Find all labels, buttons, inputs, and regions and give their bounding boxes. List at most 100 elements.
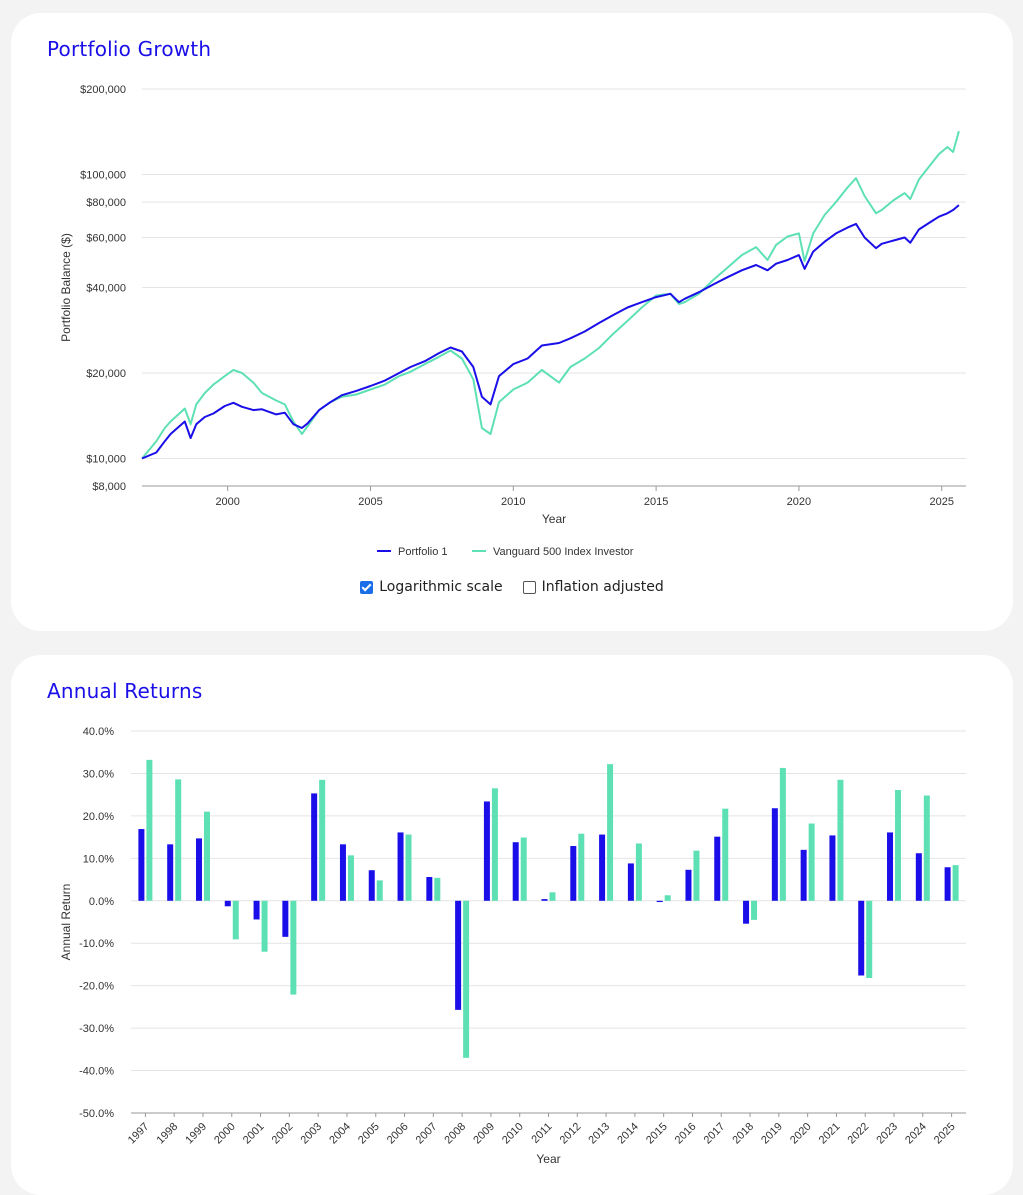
vanguard-500-bar	[866, 900, 873, 979]
vanguard-500-bar	[261, 900, 268, 952]
vanguard-500-bar	[923, 795, 930, 901]
portfolio-1-bar	[743, 900, 750, 924]
y-tick-label: $8,000	[92, 481, 126, 493]
vanguard-500-bar	[405, 834, 412, 901]
y-tick-label: 0.0%	[89, 896, 114, 908]
y-axis-label: Portfolio Balance ($)	[59, 233, 73, 342]
inflation-label: Inflation adjusted	[541, 579, 664, 595]
vanguard-500-bar	[837, 779, 844, 901]
legend-portfolio-1: Portfolio 1	[398, 546, 448, 558]
portfolio-1-bar	[253, 900, 260, 920]
y-tick-label: -50.0%	[79, 1108, 114, 1120]
y-tick-label: 40.0%	[83, 726, 114, 738]
x-tick-label: 2010	[501, 496, 525, 508]
vanguard-500-bar	[693, 850, 700, 901]
y-tick-label: -10.0%	[79, 938, 114, 950]
y-tick-label: -30.0%	[79, 1023, 114, 1035]
x-tick-label: 2020	[787, 496, 811, 508]
x-tick-label: 2018	[730, 1121, 756, 1147]
portfolio-1-bar	[858, 900, 865, 976]
x-tick-label: 2019	[759, 1121, 785, 1147]
inflation-checkbox[interactable]	[522, 580, 536, 594]
portfolio-1-bar	[944, 867, 951, 901]
portfolio-1-bar	[570, 846, 577, 901]
portfolio-1-bar	[656, 900, 663, 903]
vanguard-500-bar	[175, 779, 182, 901]
vanguard-500-bar	[290, 900, 297, 995]
vanguard-500-bar	[664, 895, 671, 901]
vanguard-500-bar	[578, 833, 585, 901]
x-tick-label: 2000	[212, 1121, 238, 1147]
log-scale-label: Logarithmic scale	[379, 579, 503, 595]
x-tick-label: 2012	[558, 1121, 584, 1147]
vanguard-500-bar	[751, 900, 758, 920]
x-tick-label: 2005	[356, 1121, 382, 1147]
x-tick-label: 2011	[529, 1121, 554, 1146]
y-tick-label: 10.0%	[83, 853, 114, 865]
x-tick-label: 2016	[673, 1121, 699, 1147]
y-tick-label: -40.0%	[79, 1066, 114, 1078]
x-tick-label: 2002	[270, 1121, 296, 1147]
portfolio-1-bar	[397, 832, 404, 901]
portfolio-1-bar	[829, 835, 836, 901]
log-scale-checkbox[interactable]	[360, 580, 374, 594]
x-tick-label: 2014	[615, 1121, 641, 1147]
x-tick-label: 2023	[874, 1121, 900, 1147]
portfolio-1-bar	[685, 869, 692, 901]
x-tick-label: 2025	[932, 1121, 958, 1147]
x-tick-label: 2024	[903, 1121, 929, 1147]
x-tick-label: 1997	[126, 1121, 152, 1147]
chart-options: Logarithmic scale Inflation adjusted	[11, 579, 1013, 595]
x-tick-label: 2006	[385, 1121, 411, 1147]
portfolio-1-bar	[915, 853, 922, 901]
x-tick-label: 2015	[644, 496, 668, 508]
portfolio-1-bar	[282, 900, 289, 937]
portfolio-1-bar	[483, 801, 490, 901]
portfolio-1-bar	[599, 834, 606, 901]
portfolio-1-bar	[512, 842, 519, 901]
x-tick-label: 2004	[327, 1121, 353, 1147]
x-tick-label: 1999	[183, 1121, 209, 1147]
portfolio-1-bar	[800, 849, 807, 901]
vanguard-500-bar	[607, 764, 614, 901]
vanguard-500-bar	[463, 900, 470, 1058]
annual-returns-chart: 40.0% 30.0% 20.0% 10.0% 0.0% -10.0% -20.0% -30.…	[59, 726, 966, 1166]
vanguard-500-bar	[319, 779, 326, 901]
portfolio-1-bar	[455, 900, 462, 1010]
y-tick-label: $10,000	[86, 453, 126, 465]
portfolio-1-bar	[138, 829, 145, 901]
x-tick-label: 2001	[241, 1121, 267, 1147]
x-tick-label: 2003	[298, 1121, 324, 1147]
portfolio-1-bar	[339, 844, 346, 901]
log-scale-toggle[interactable]: Logarithmic scale	[360, 579, 503, 595]
x-tick-label: 2010	[500, 1121, 526, 1147]
y-tick-label: $100,000	[80, 169, 126, 181]
portfolio-1-bar	[167, 844, 174, 901]
vanguard-500-bar	[952, 865, 959, 901]
vanguard-500-bar	[520, 837, 527, 901]
x-tick-label: 2020	[788, 1121, 814, 1147]
annual-returns-card: Annual Returns 40.0% 30.0% 20.0% 10.0% 0.0% -…	[11, 655, 1013, 1195]
portfolio-1-bar	[195, 838, 202, 901]
inflation-toggle[interactable]: Inflation adjusted	[522, 579, 664, 595]
y-tick-label: -20.0%	[79, 981, 114, 993]
portfolio-growth-chart: $8,000 $10,000 $20,000 $40,000 $60,000 $80,00…	[59, 84, 966, 558]
vanguard-500-bar	[347, 855, 354, 901]
x-tick-label: 2007	[414, 1121, 440, 1147]
y-tick-label: $60,000	[86, 232, 126, 244]
portfolio-growth-card: Portfolio Growth $8,000 $10,000 $20,000 $40…	[11, 13, 1013, 631]
y-tick-label: $80,000	[86, 197, 126, 209]
x-axis-label: Year	[542, 512, 566, 526]
x-tick-label: 2021	[817, 1121, 843, 1147]
y-tick-label: 20.0%	[83, 811, 114, 823]
vanguard-500-bar	[491, 788, 498, 901]
vanguard-500-bar	[232, 900, 239, 940]
y-tick-label: $20,000	[86, 368, 126, 380]
legend-vanguard-500: Vanguard 500 Index Investor	[493, 546, 634, 558]
vanguard-500-bar	[808, 823, 815, 901]
x-tick-label: 2015	[644, 1121, 670, 1147]
x-tick-label: 2005	[358, 496, 382, 508]
x-tick-label: 2017	[702, 1121, 728, 1147]
portfolio-1-bar	[627, 863, 634, 901]
portfolio-1-bar	[224, 900, 231, 907]
